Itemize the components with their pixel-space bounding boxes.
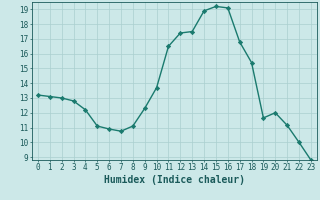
X-axis label: Humidex (Indice chaleur): Humidex (Indice chaleur) xyxy=(104,175,245,185)
